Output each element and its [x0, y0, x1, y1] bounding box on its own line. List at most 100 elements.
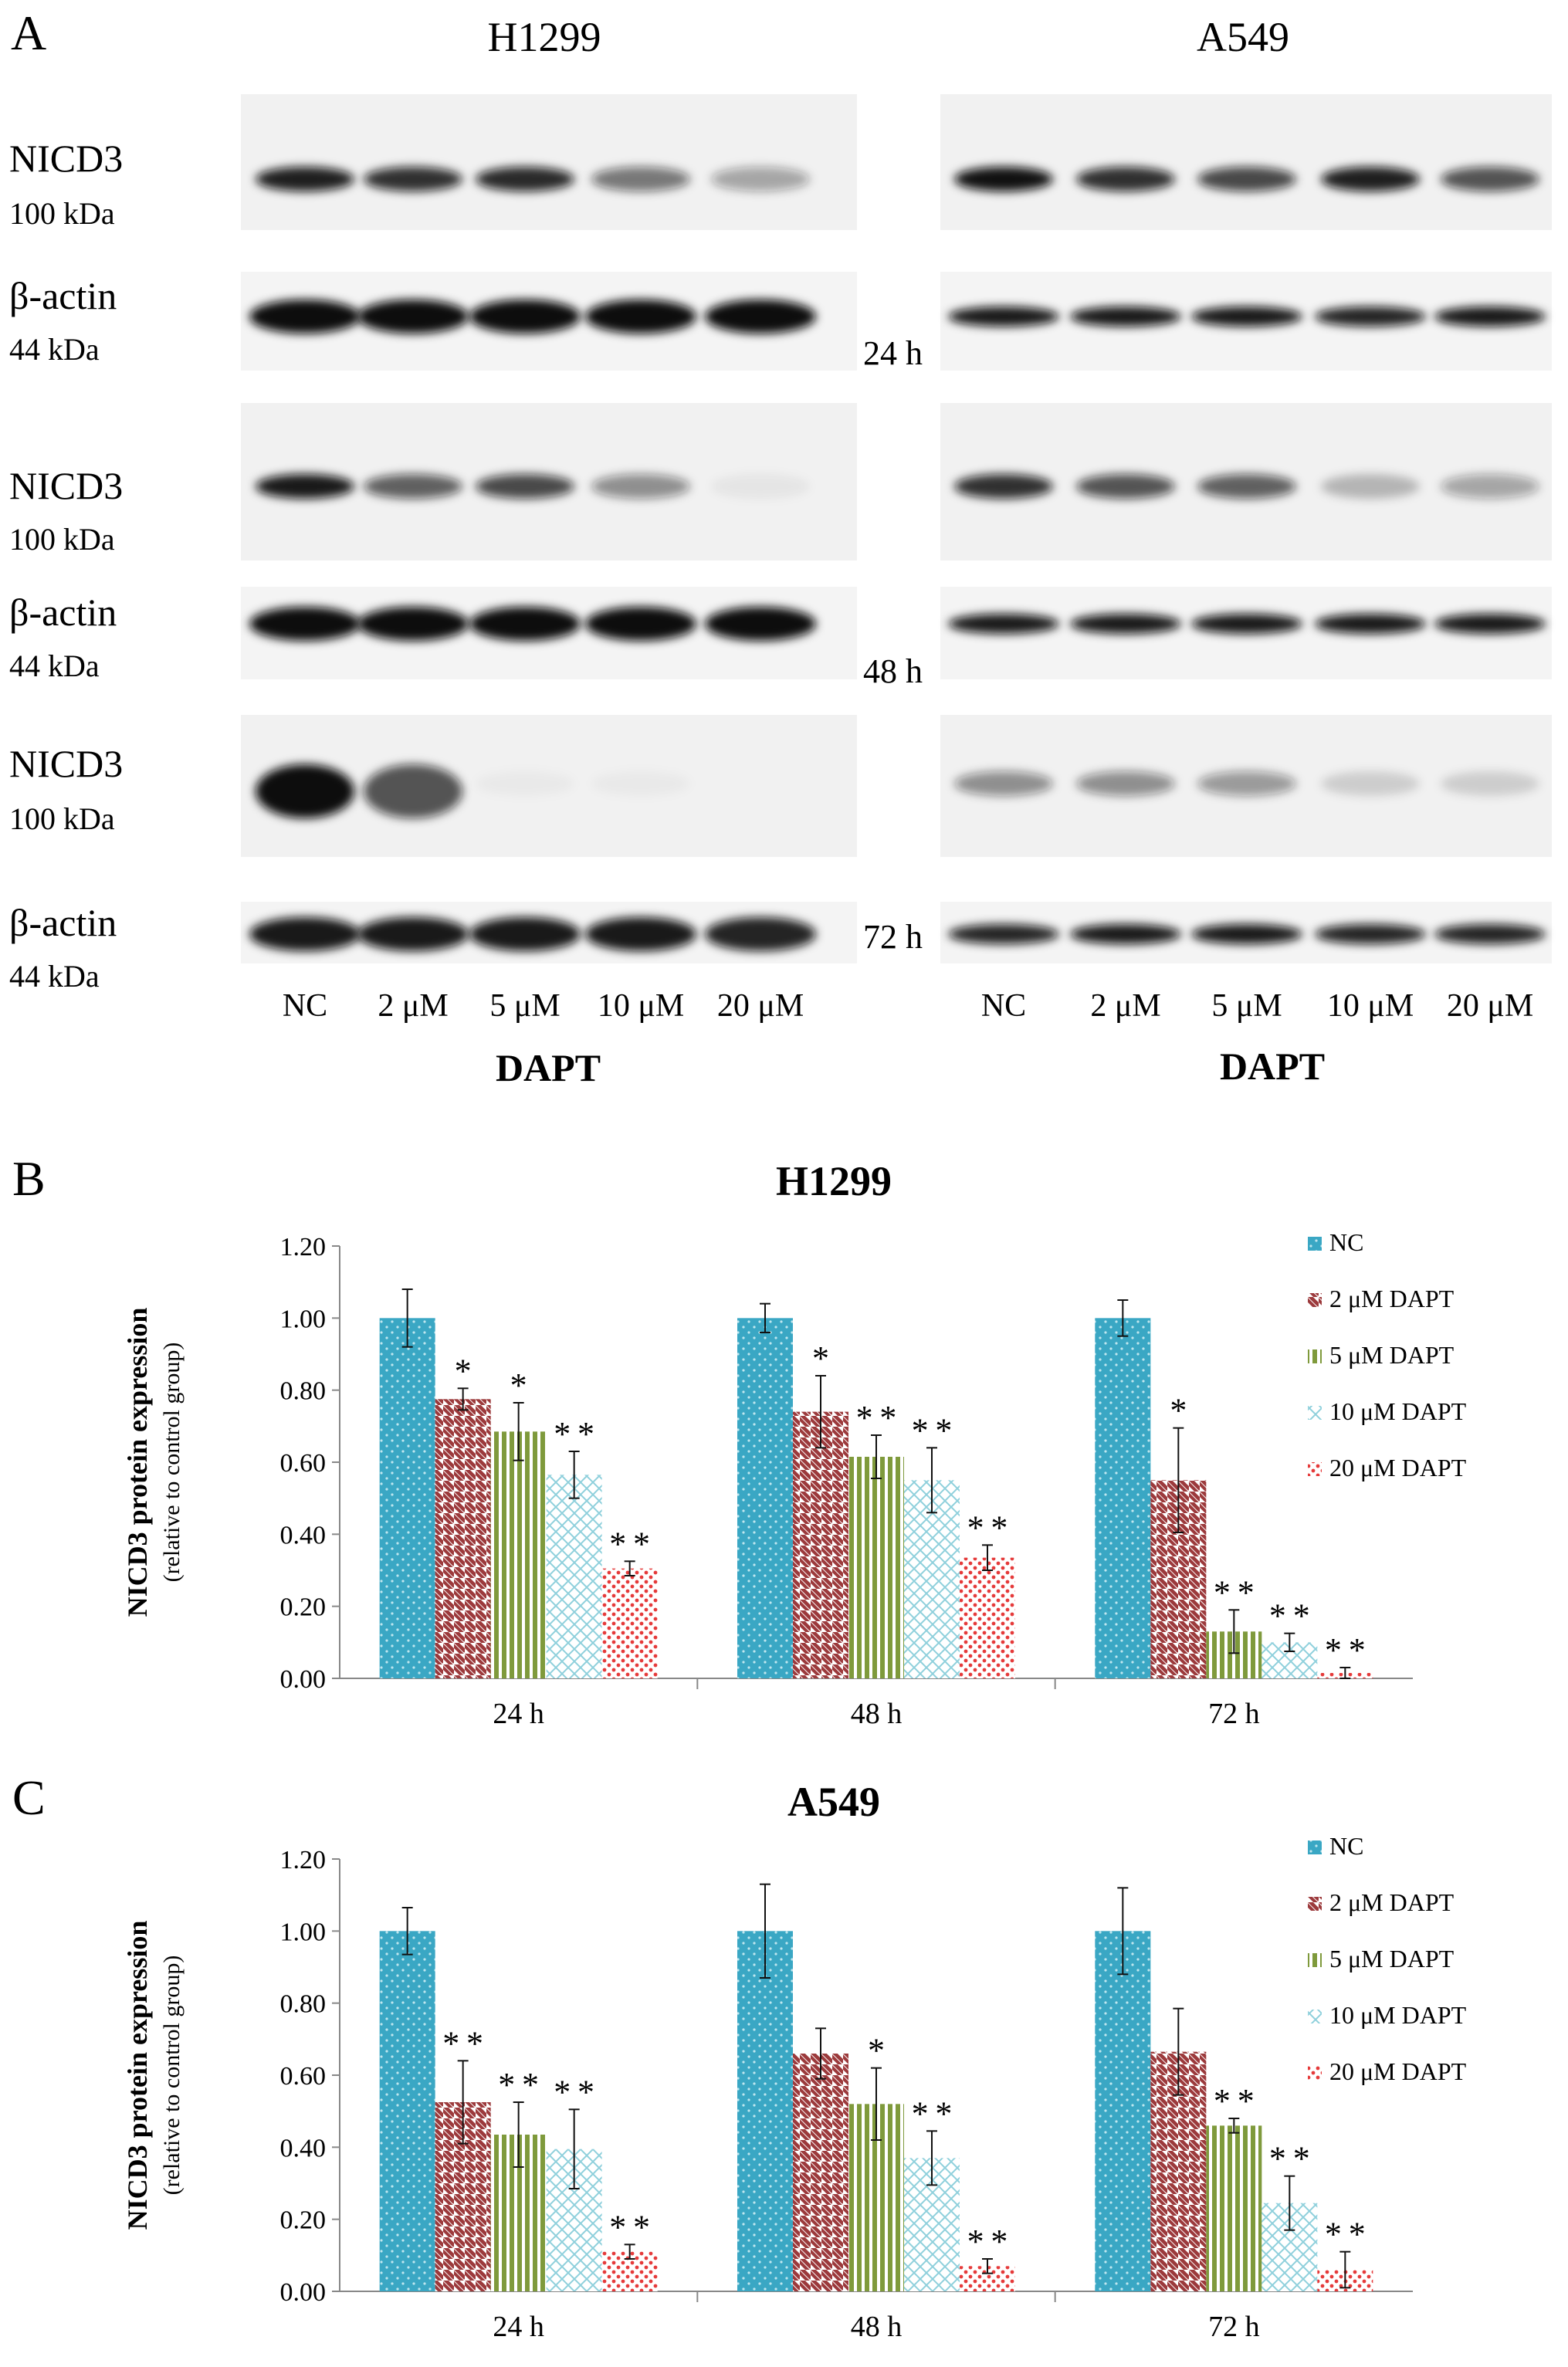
- bar-dots-2: [1095, 1931, 1151, 2291]
- band-a549-actin-r1-l0: [948, 614, 1059, 634]
- x-tick-label: 48 h: [851, 1698, 903, 1730]
- bar-vert-1: [848, 1457, 904, 1678]
- band-h1299-nicd3-r2-l0: [256, 764, 354, 818]
- y-tick-label: 0.20: [280, 1593, 327, 1622]
- band-h1299-nicd3-r0-l3: [591, 167, 690, 191]
- significance-mark: *: [812, 1339, 829, 1377]
- significance-mark: * *: [1269, 1597, 1310, 1635]
- band-a549-actin-r0-l3: [1315, 306, 1426, 327]
- band-h1299-nicd3-r0-l1: [364, 167, 462, 191]
- band-a549-nicd3-r1-l3: [1321, 474, 1420, 499]
- significance-mark: * *: [554, 2073, 594, 2111]
- y-tick-label: 0.40: [280, 2134, 327, 2162]
- band-a549-actin-r1-l2: [1191, 614, 1302, 634]
- lane-label-h1299-0: NC: [283, 988, 327, 1024]
- significance-mark: * *: [442, 2024, 483, 2062]
- chart-h1299: H1299 NICD3 protein expression (relative t…: [122, 1158, 1467, 1730]
- band-a549-nicd3-r1-l0: [954, 474, 1053, 499]
- band-h1299-nicd3-r0-l2: [476, 167, 574, 191]
- row-48-nicd3-kda: 100 kDa: [9, 522, 115, 557]
- band-a549-actin-r0-l2: [1191, 306, 1302, 327]
- row-24-actin-kda: 44 kDa: [9, 332, 100, 367]
- legend-swatch: [1308, 2066, 1322, 2080]
- legend-label: NC: [1329, 1832, 1363, 1860]
- band-h1299-nicd3-r1-l0: [256, 474, 354, 499]
- row-72-nicd3-label: NICD3: [9, 742, 123, 785]
- band-a549-actin-r2-l1: [1070, 924, 1181, 944]
- time-label-48h: 48 h: [863, 652, 923, 690]
- significance-mark: * *: [1269, 2140, 1310, 2178]
- bar-diag-1: [793, 2054, 848, 2291]
- lane-label-h1299-4: 20 μM: [717, 988, 804, 1024]
- x-tick-label: 72 h: [1208, 1698, 1260, 1730]
- band-h1299-actin-r1-l3: [585, 607, 696, 641]
- lane-label-h1299-1: 2 μM: [378, 988, 448, 1024]
- legend-swatch: [1308, 1897, 1322, 1911]
- band-h1299-nicd3-r2-l3: [591, 771, 690, 796]
- x-tick-label: 24 h: [493, 2311, 544, 2343]
- y-tick-label: 1.00: [280, 1918, 327, 1946]
- lane-labels-a549: NC 2 μM 5 μM 10 μM 20 μM: [981, 988, 1533, 1024]
- band-h1299-nicd3-r1-l3: [591, 474, 690, 499]
- legend-swatch: [1308, 1293, 1322, 1307]
- chart-a549: A549 NICD3 protein expression (relative to…: [122, 1779, 1467, 2343]
- legend-swatch: [1308, 1840, 1322, 1854]
- band-a549-nicd3-r0-l4: [1441, 167, 1539, 191]
- band-a549-actin-r0-l1: [1070, 306, 1181, 327]
- band-h1299-actin-r2-l1: [357, 917, 469, 951]
- band-a549-actin-r2-l0: [948, 924, 1059, 944]
- row-24-nicd3-label: NICD3: [9, 137, 123, 180]
- band-h1299-nicd3-r0-l4: [711, 167, 810, 191]
- legend-label: 2 μM DAPT: [1329, 1285, 1455, 1312]
- significance-mark: * *: [1214, 2082, 1255, 2120]
- row-48-nicd3-label: NICD3: [9, 464, 123, 507]
- bar-redots-0: [601, 1568, 658, 1678]
- y-tick-label: 1.20: [280, 1233, 327, 1261]
- y-tick-label: 0.00: [280, 2278, 327, 2307]
- bar-vert-2: [1206, 2125, 1262, 2291]
- band-h1299-nicd3-r1-l1: [364, 474, 462, 499]
- band-a549-actin-r2-l3: [1315, 924, 1426, 944]
- legend-swatch: [1308, 1237, 1322, 1251]
- dapt-label-h1299: DAPT: [496, 1046, 601, 1089]
- y-axis-subtitle: (relative to control group): [159, 1956, 185, 2196]
- significance-mark: * *: [912, 2094, 953, 2132]
- y-tick-label: 0.00: [280, 1665, 327, 1694]
- blot-strip-h1299-nicd3-0: [241, 94, 857, 230]
- band-a549-nicd3-r1-l4: [1441, 474, 1539, 499]
- significance-mark: * *: [609, 1525, 650, 1563]
- time-label-72h: 72 h: [863, 918, 923, 956]
- bar-cross-0: [546, 1475, 602, 1678]
- y-tick-label: 0.20: [280, 2206, 327, 2235]
- bar-redots-1: [960, 1557, 1015, 1678]
- x-tick-label: 72 h: [1208, 2311, 1260, 2343]
- panel-letter-b: B: [12, 1151, 46, 1206]
- dapt-label-a549: DAPT: [1220, 1045, 1325, 1088]
- row-48-actin-label: β-actin: [9, 591, 117, 634]
- band-a549-nicd3-r2-l0: [954, 771, 1053, 796]
- lane-label-h1299-2: 5 μM: [489, 988, 560, 1024]
- legend-swatch: [1308, 1406, 1322, 1420]
- band-h1299-actin-r1-l1: [357, 607, 469, 641]
- bar-vert-0: [490, 1431, 547, 1678]
- significance-mark: * *: [1325, 2216, 1366, 2254]
- legend-swatch: [1308, 1462, 1322, 1476]
- lane-labels-h1299: NC 2 μM 5 μM 10 μM 20 μM: [283, 988, 804, 1024]
- band-a549-nicd3-r0-l2: [1197, 167, 1296, 191]
- band-h1299-nicd3-r2-l2: [476, 771, 574, 796]
- band-h1299-actin-r0-l0: [249, 300, 361, 334]
- band-a549-actin-r1-l4: [1434, 614, 1546, 634]
- band-h1299-actin-r2-l0: [249, 917, 361, 951]
- lane-label-a549-4: 20 μM: [1447, 988, 1533, 1024]
- band-a549-actin-r0-l4: [1434, 306, 1546, 327]
- lane-label-h1299-3: 10 μM: [598, 988, 684, 1024]
- legend-label: 10 μM DAPT: [1329, 2001, 1467, 2029]
- panel-letter-c: C: [12, 1770, 46, 1825]
- legend-label: 20 μM DAPT: [1329, 1454, 1467, 1481]
- y-tick-label: 0.80: [280, 1377, 327, 1406]
- bar-dots-0: [379, 1318, 435, 1678]
- chart-title: H1299: [776, 1158, 892, 1204]
- row-48-actin-kda: 44 kDa: [9, 648, 100, 683]
- legend-swatch: [1308, 1349, 1322, 1363]
